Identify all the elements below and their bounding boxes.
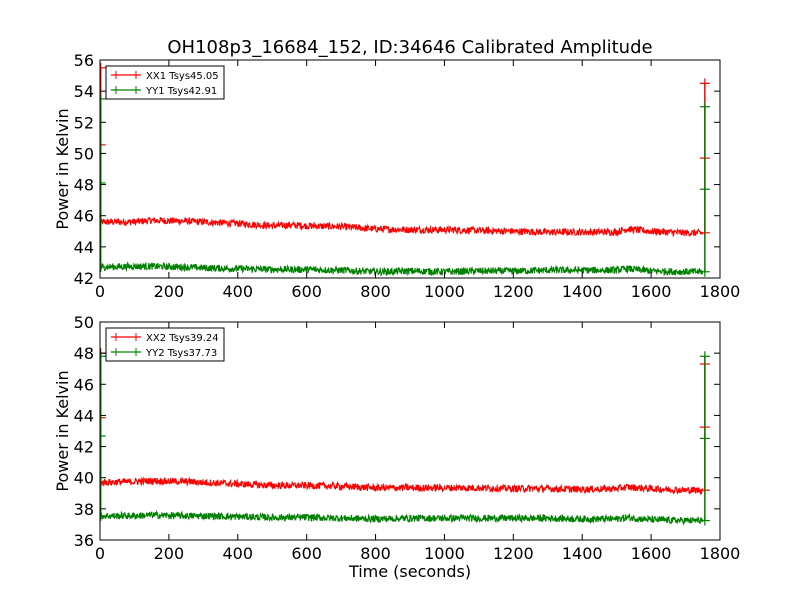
series-line-1 [100, 216, 704, 238]
y-tick-label: 50 [74, 144, 94, 163]
y-tick-label: 48 [74, 176, 94, 195]
x-tick-label: 1400 [562, 544, 603, 563]
legend: XX1 Tsys45.05 YY1 Tsys42.91 [105, 65, 225, 100]
x-tick-label: 1800 [700, 282, 741, 301]
x-tick-label: 1400 [562, 282, 603, 301]
y-axis-label: Power in Kelvin [53, 108, 72, 229]
x-tick-label: 600 [291, 282, 322, 301]
y-tick-label: 52 [74, 113, 94, 132]
panel-1: 0 200 400 600 800 1000 1200 1400 1600 1800 42 44 46 4… [53, 51, 740, 301]
plot-area [100, 348, 710, 526]
x-tick-label: 1600 [631, 282, 672, 301]
y-tick-label: 44 [74, 406, 94, 425]
x-tick-label: 1000 [424, 282, 465, 301]
chart-title: OH108p3_16684_152, ID:34646 Calibrated A… [167, 37, 652, 58]
y-tick-label: 50 [74, 313, 94, 332]
y-tick-label: 40 [74, 469, 94, 488]
x-tick-label: 600 [291, 544, 322, 563]
legend: XX2 Tsys39.24 YY2 Tsys37.73 [105, 327, 225, 362]
series-line-2 [100, 509, 704, 526]
series-line-1 [100, 476, 704, 496]
y-tick-label: 46 [74, 207, 94, 226]
y-tick-label: 42 [74, 269, 94, 288]
x-tick-label: 200 [154, 544, 185, 563]
y-axis-label: Power in Kelvin [53, 370, 72, 491]
legend-box [105, 65, 225, 100]
x-tick-label: 800 [360, 544, 391, 563]
plot-area [100, 62, 710, 277]
x-tick-label: 1600 [631, 544, 672, 563]
x-tick-label: 1200 [493, 282, 534, 301]
plot-frame [99, 59, 721, 279]
x-tick-label: 0 [95, 544, 105, 563]
x-tick-label: 400 [223, 282, 254, 301]
plot-frame [99, 321, 721, 541]
x-axis-label: Time (seconds) [348, 562, 471, 581]
y-tick-label: 54 [74, 82, 94, 101]
x-tick-label: 400 [223, 544, 254, 563]
panel-2: 0 200 400 600 800 1000 1200 1400 1600 1800 36 38 40 4… [53, 313, 740, 581]
x-tick-label: 200 [154, 282, 185, 301]
x-tick-label: 1200 [493, 544, 534, 563]
legend-label: XX1 Tsys45.05 [146, 71, 219, 82]
x-tick-label: 800 [360, 282, 391, 301]
series-line-2 [100, 261, 704, 277]
y-tick-label: 48 [74, 344, 94, 363]
legend-label: YY1 Tsys42.91 [145, 86, 217, 97]
y-tick-label: 46 [74, 375, 94, 394]
legend-box [105, 327, 225, 362]
y-tick-label: 44 [74, 238, 94, 257]
y-tick-label: 36 [74, 531, 94, 550]
legend-label: XX2 Tsys39.24 [146, 333, 219, 344]
x-tick-label: 1800 [700, 544, 741, 563]
y-tick-label: 42 [74, 438, 94, 457]
legend-label: YY2 Tsys37.73 [145, 348, 217, 359]
x-tick-label: 0 [95, 282, 105, 301]
y-tick-label: 56 [74, 51, 94, 70]
y-tick-label: 38 [74, 500, 94, 519]
x-tick-label: 1000 [424, 544, 465, 563]
